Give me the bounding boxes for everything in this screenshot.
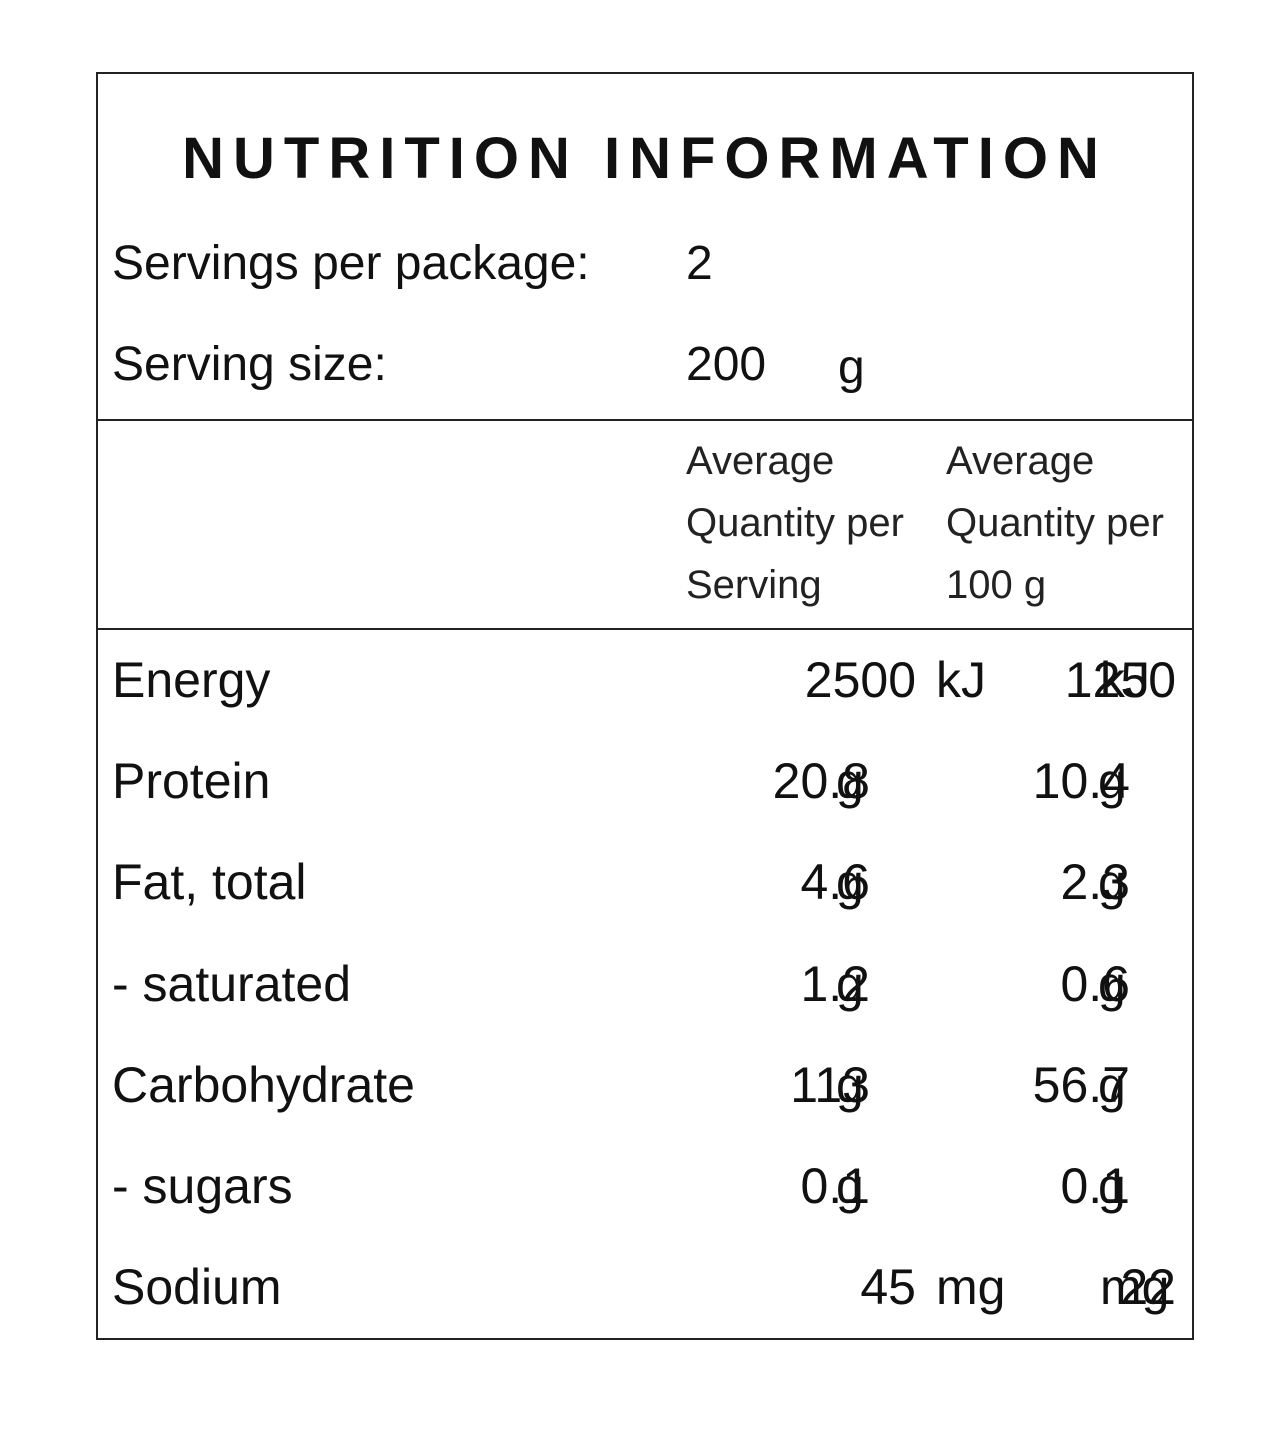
- column-header: Average Quantity per 100 g: [946, 439, 1164, 607]
- divider: [98, 419, 1192, 421]
- per-100g-unit: g: [1098, 1056, 1126, 1113]
- servings-value: 2: [686, 237, 713, 290]
- per-serving-unit: g: [836, 753, 864, 810]
- nutrient-name: - saturated: [112, 955, 352, 1012]
- nutrient-name: Energy: [112, 652, 271, 708]
- serving-size-label: Serving size:: [112, 338, 387, 391]
- per-100g-value: 10.4: [1032, 753, 1130, 810]
- per-100g-value: 56.7: [1032, 1056, 1130, 1113]
- nutrient-name: Fat, total: [112, 854, 307, 911]
- per-100g-value: 22: [1120, 1259, 1176, 1316]
- nutrient-name: - sugars: [112, 1158, 293, 1214]
- nutrient-name: Sodium: [112, 1259, 282, 1316]
- serving-size-unit: g: [838, 341, 865, 394]
- nutrient-name: Protein: [112, 753, 271, 810]
- per-100g-value: 2.3: [1060, 854, 1130, 911]
- per-serving-unit: mg: [936, 1259, 1006, 1316]
- title: NUTRITION INFORMATION: [182, 126, 1108, 191]
- divider: [98, 628, 1192, 630]
- per-100g-unit: g: [1098, 753, 1126, 810]
- per-100g-unit: g: [1098, 854, 1126, 911]
- per-serving-value: 0.1: [800, 1158, 870, 1214]
- per-100g-value: 1250: [1064, 652, 1176, 708]
- per-100g-unit: g: [1098, 955, 1126, 1012]
- per-serving-value: 1.2: [800, 955, 870, 1012]
- nutrient-name: Carbohydrate: [112, 1056, 415, 1113]
- column-header: Average Quantity per Serving: [686, 439, 904, 607]
- per-serving-value: 2500: [804, 652, 916, 708]
- per-serving-unit: kJ: [936, 652, 986, 708]
- per-serving-unit: g: [836, 1056, 864, 1113]
- per-100g-unit: kJ: [1100, 652, 1150, 708]
- per-serving-unit: g: [836, 854, 864, 911]
- per-100g-unit: g: [1098, 1158, 1126, 1214]
- per-100g-value: 0.6: [1060, 955, 1130, 1012]
- per-100g-value: 0.1: [1060, 1158, 1130, 1214]
- per-serving-value: 45: [860, 1259, 916, 1316]
- per-serving-unit: g: [836, 1158, 864, 1214]
- nutrition-panel: NUTRITION INFORMATION Servings per packa…: [96, 72, 1194, 1340]
- per-100g-unit: mg: [1100, 1259, 1170, 1316]
- servings-label: Servings per package:: [112, 237, 590, 290]
- per-serving-value: 4.6: [800, 854, 870, 911]
- per-serving-value: 113: [790, 1056, 870, 1113]
- serving-size-value: 200: [686, 338, 767, 391]
- per-serving-unit: g: [836, 955, 864, 1012]
- per-serving-value: 20.8: [772, 753, 870, 810]
